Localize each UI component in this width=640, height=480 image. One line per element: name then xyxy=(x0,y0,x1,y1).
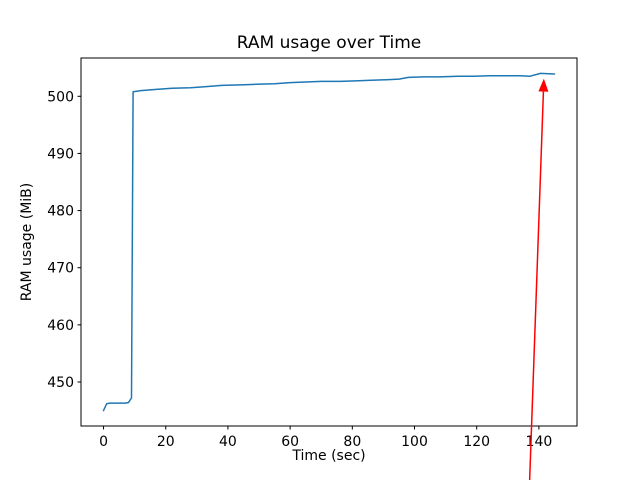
x-tick-label: 40 xyxy=(219,434,237,450)
annotation-arrow xyxy=(528,78,549,480)
annotation-arrow-head xyxy=(538,78,549,92)
y-tick-label: 480 xyxy=(47,204,74,220)
ram-usage-line xyxy=(102,72,556,412)
y-tick-label: 460 xyxy=(47,318,74,334)
x-axis-label: Time (sec) xyxy=(292,448,366,464)
y-tick-label: 470 xyxy=(47,261,74,277)
x-tick-label: 140 xyxy=(526,434,553,450)
chart-title: RAM usage over Time xyxy=(236,33,422,53)
axes-frame xyxy=(80,57,578,427)
x-tick-label: 80 xyxy=(343,434,361,450)
annotation-arrow-shaft xyxy=(528,91,545,480)
y-tick-label: 490 xyxy=(47,146,74,162)
x-tick-label: 0 xyxy=(99,434,108,450)
x-tick-label: 120 xyxy=(463,434,490,450)
y-tick-label: 500 xyxy=(47,89,74,105)
x-tick-label: 100 xyxy=(401,434,428,450)
y-tick-label: 450 xyxy=(47,375,74,391)
x-tick-label: 20 xyxy=(157,434,175,450)
x-tick-label: 60 xyxy=(281,434,299,450)
